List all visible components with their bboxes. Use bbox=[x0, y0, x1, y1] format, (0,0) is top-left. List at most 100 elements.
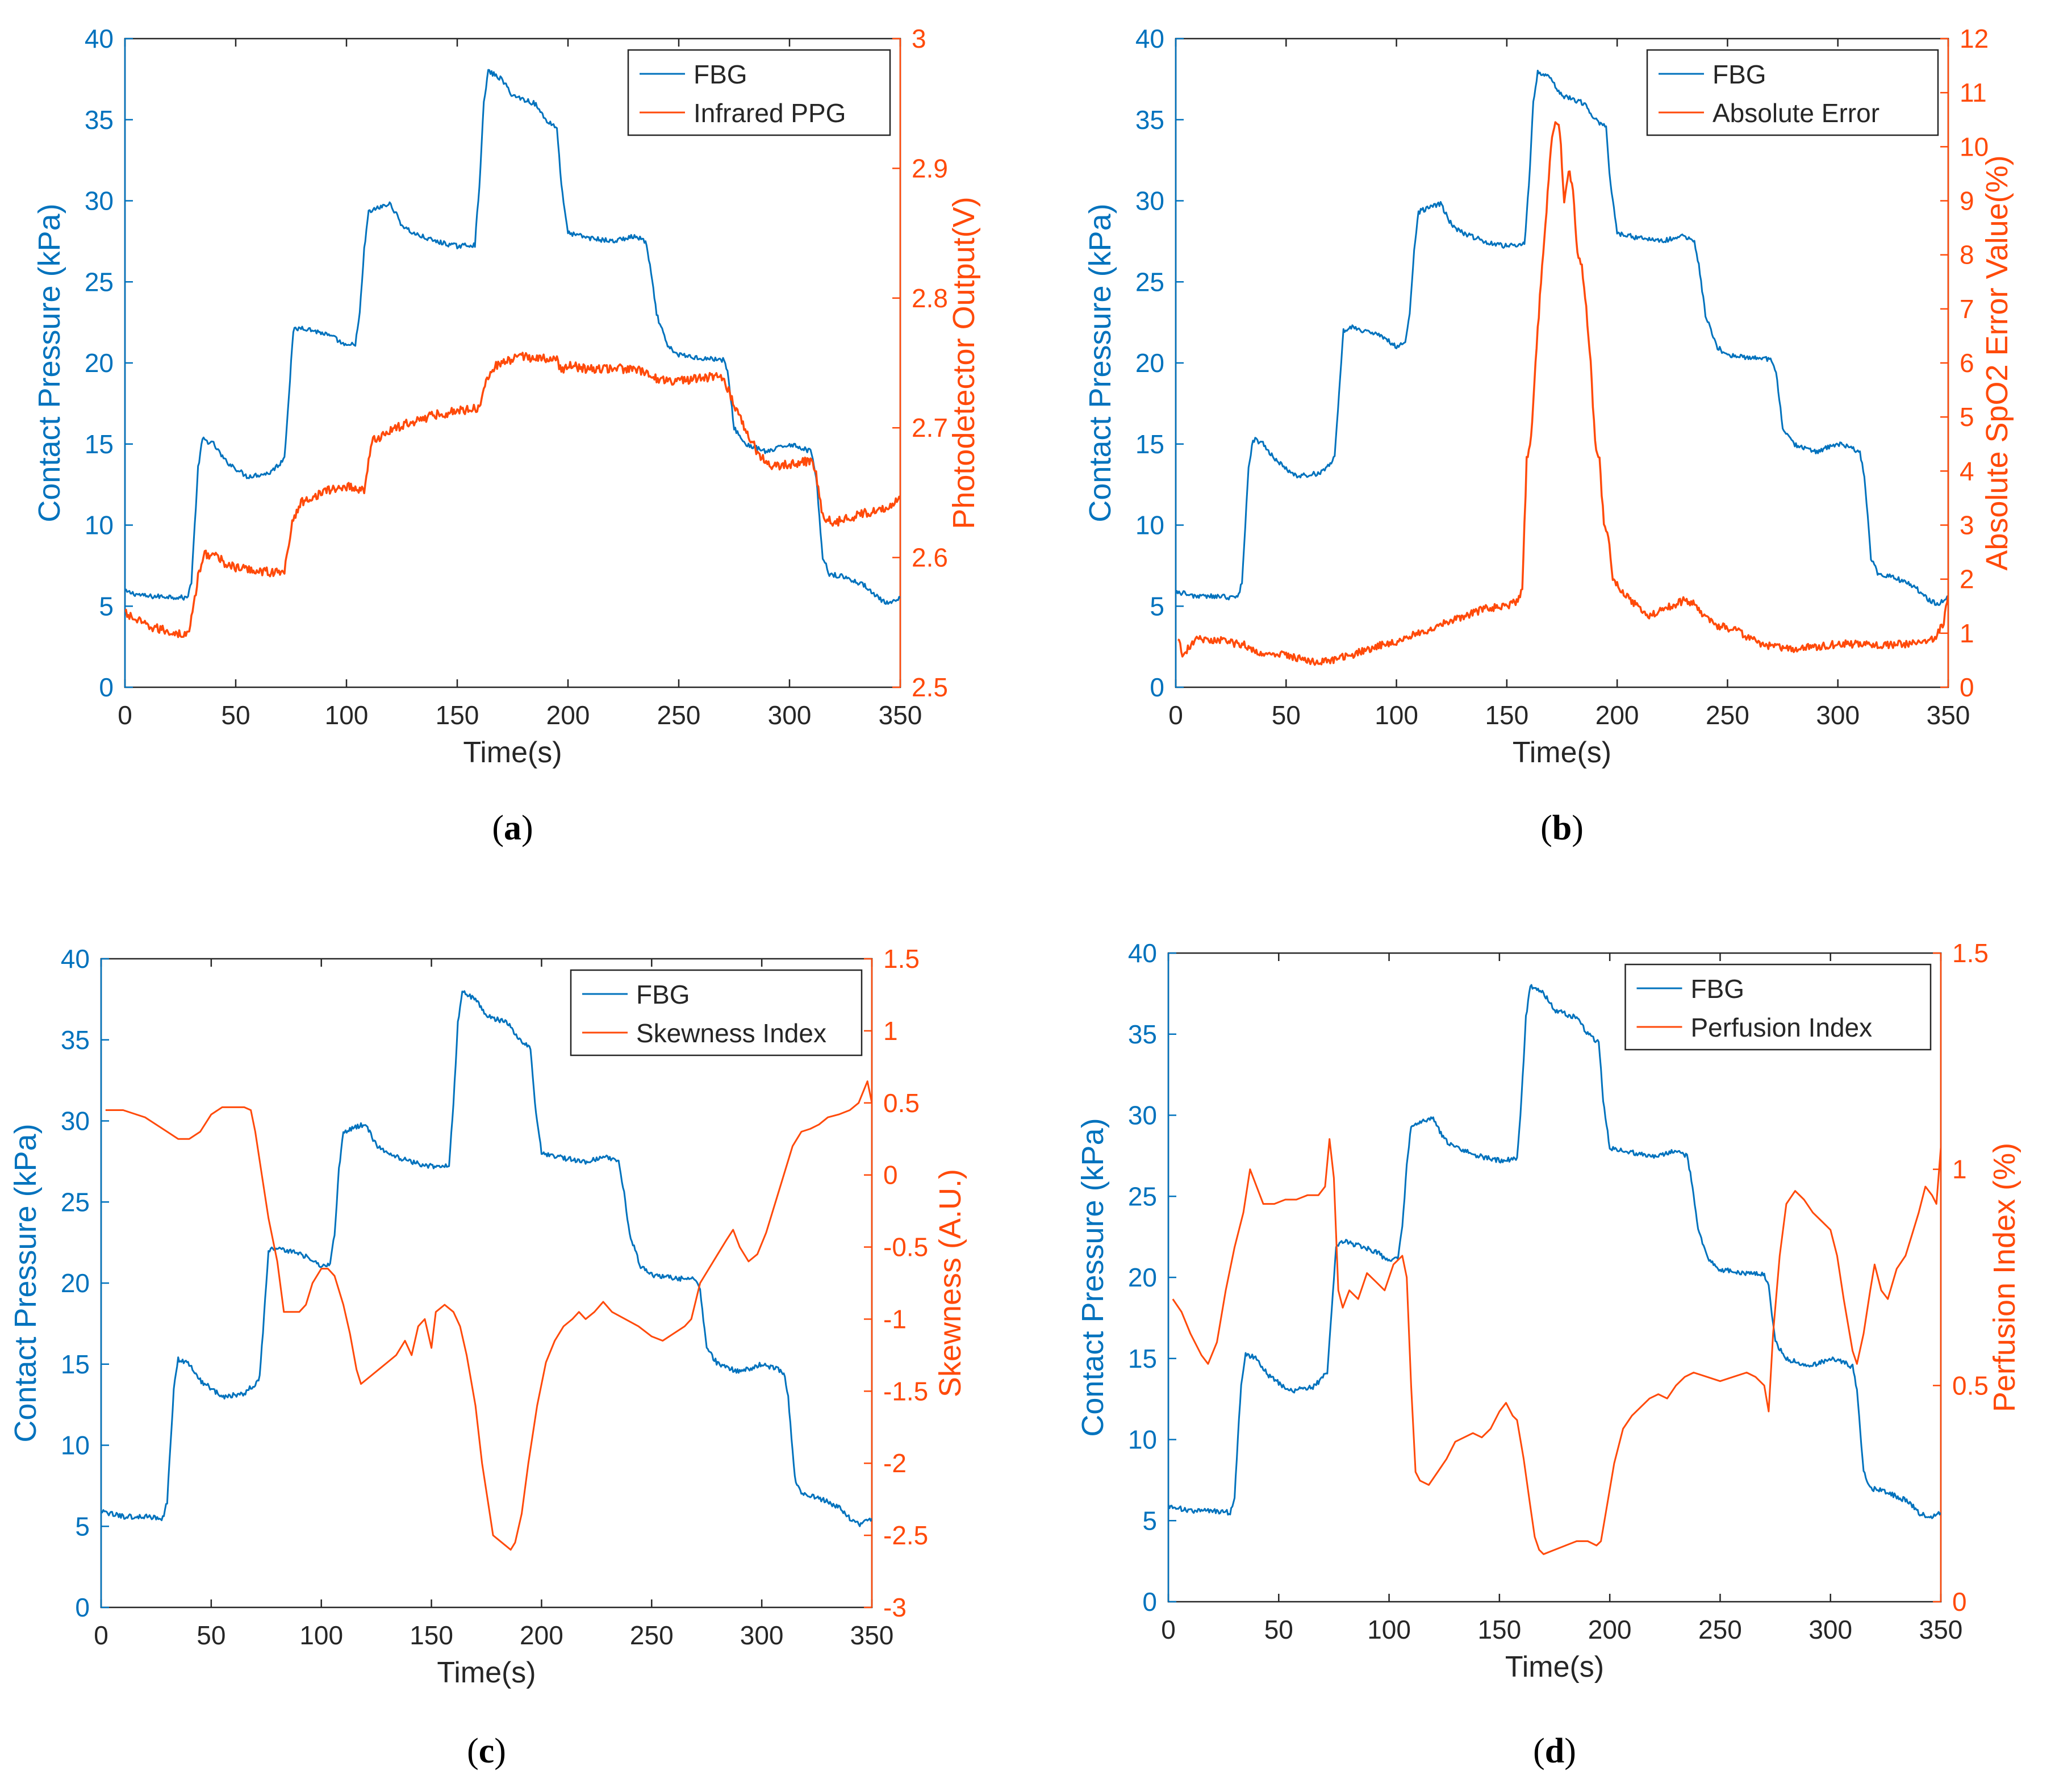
left-y-tick-label: 15 bbox=[1128, 1344, 1157, 1373]
x-tick-label: 100 bbox=[1375, 700, 1418, 730]
x-tick-label: 350 bbox=[850, 1620, 894, 1650]
right-y-tick-label: -0.5 bbox=[883, 1233, 928, 1262]
left-y-tick-label: 40 bbox=[85, 24, 114, 53]
plot-frame bbox=[1175, 37, 1949, 688]
x-tick-label: 200 bbox=[520, 1620, 563, 1650]
left-y-tick-label: 5 bbox=[1142, 1506, 1157, 1535]
right-y-tick-label: 2.8 bbox=[912, 283, 948, 313]
left-y-tick-label: 40 bbox=[1135, 24, 1164, 53]
left-y-tick-label: 25 bbox=[1135, 267, 1164, 296]
right-y-tick-label: 0.5 bbox=[883, 1088, 920, 1118]
left-y-tick-label: 30 bbox=[61, 1106, 90, 1136]
right-y-tick-label: -1.5 bbox=[883, 1376, 928, 1406]
series-line-fbg bbox=[101, 990, 872, 1527]
right-y-tick-label: -2 bbox=[883, 1448, 907, 1478]
right-y-tick-label: 2 bbox=[1960, 565, 1974, 594]
right-y-tick-label: 9 bbox=[1960, 186, 1974, 216]
left-y-tick-label: 15 bbox=[61, 1350, 90, 1379]
x-tick-label: 200 bbox=[546, 700, 590, 730]
chart-panel-a: 0 50 100 150 200 250 300 350 0 5 10 15 20 25 30 35 40 2.5… bbox=[32, 24, 981, 847]
legend-label-absolute-error: Absolute Error bbox=[1712, 98, 1879, 128]
x-tick-label: 350 bbox=[879, 700, 922, 730]
x-tick-label: 50 bbox=[1272, 700, 1301, 730]
right-y-tick-label: 7 bbox=[1960, 294, 1974, 324]
right-y-tick-label: 2.5 bbox=[912, 672, 948, 702]
right-y-tick-label: -2.5 bbox=[883, 1521, 928, 1550]
panel-caption: (c) bbox=[467, 1732, 506, 1770]
legend-box bbox=[1646, 49, 1939, 136]
right-y-tick-label: 3 bbox=[1960, 511, 1974, 540]
left-y-axis-label: Contact Pressure (kPa) bbox=[1076, 1118, 1110, 1436]
left-y-tick-label: 30 bbox=[85, 186, 114, 216]
x-tick-label: 250 bbox=[657, 700, 701, 730]
right-y-axis-label: Absolute SpO2 Error Value(%) bbox=[1980, 155, 2014, 570]
panel-caption: (b) bbox=[1540, 809, 1584, 847]
left-y-tick-label: 5 bbox=[1150, 591, 1164, 621]
left-y-tick-label: 10 bbox=[1135, 511, 1164, 540]
right-y-tick-label: 0.5 bbox=[1952, 1371, 1989, 1400]
left-y-tick-label: 35 bbox=[85, 105, 114, 135]
left-y-tick-label: 25 bbox=[1128, 1181, 1157, 1211]
series-line-skewness-index bbox=[105, 1080, 872, 1551]
right-y-tick-label: 0 bbox=[1960, 672, 1974, 702]
legend-label-fbg: FBG bbox=[1712, 60, 1766, 89]
x-tick-label: 300 bbox=[768, 700, 812, 730]
legend: FBG Absolute Error bbox=[1646, 49, 1939, 136]
series-line-infrared-ppg bbox=[125, 352, 900, 638]
right-y-tick-label: 1.5 bbox=[1952, 938, 1989, 968]
x-axis-label: Time(s) bbox=[463, 736, 562, 769]
left-y-tick-label: 35 bbox=[61, 1025, 90, 1055]
right-y-tick-label: 2.6 bbox=[912, 543, 948, 573]
legend-label-fbg: FBG bbox=[636, 980, 690, 1009]
right-y-tick-label: 1 bbox=[1952, 1155, 1967, 1184]
x-tick-label: 100 bbox=[299, 1620, 343, 1650]
left-y-tick-label: 15 bbox=[1135, 429, 1164, 459]
legend-label-skewness-index: Skewness Index bbox=[636, 1018, 826, 1048]
left-y-tick-label: 10 bbox=[61, 1431, 90, 1460]
x-tick-label: 200 bbox=[1588, 1615, 1632, 1644]
series-line-fbg bbox=[125, 69, 900, 605]
series-line-fbg bbox=[1176, 69, 1948, 606]
x-axis-label: Time(s) bbox=[437, 1656, 536, 1689]
left-y-tick-label: 30 bbox=[1128, 1101, 1157, 1130]
x-tick-label: 250 bbox=[630, 1620, 674, 1650]
legend-box bbox=[1624, 963, 1932, 1051]
left-y-tick-label: 10 bbox=[85, 511, 114, 540]
right-y-axis-label: Perfusion Index (%) bbox=[1987, 1143, 2021, 1412]
right-y-tick-label: 1 bbox=[883, 1016, 898, 1046]
x-tick-label: 0 bbox=[1168, 700, 1183, 730]
x-tick-label: 250 bbox=[1698, 1615, 1742, 1644]
left-y-tick-label: 10 bbox=[1128, 1425, 1157, 1455]
right-y-tick-label: 6 bbox=[1960, 348, 1974, 378]
x-tick-label: 0 bbox=[118, 700, 132, 730]
x-tick-label: 150 bbox=[1477, 1615, 1521, 1644]
x-tick-label: 300 bbox=[1816, 700, 1860, 730]
x-tick-label: 150 bbox=[410, 1620, 453, 1650]
x-tick-label: 100 bbox=[325, 700, 369, 730]
left-y-tick-label: 35 bbox=[1128, 1020, 1157, 1049]
legend: FBG Perfusion Index bbox=[1624, 963, 1932, 1051]
x-tick-label: 300 bbox=[1808, 1615, 1852, 1644]
plot-frame bbox=[1167, 952, 1942, 1603]
series-line-perfusion-index bbox=[1172, 1138, 1941, 1555]
chart-panel-c: 0 50 100 150 200 250 300 3500510152025303540-3-… bbox=[9, 944, 967, 1770]
left-y-tick-label: 30 bbox=[1135, 186, 1164, 216]
left-y-tick-label: 0 bbox=[75, 1593, 90, 1622]
x-tick-label: 300 bbox=[740, 1620, 784, 1650]
x-tick-label: 100 bbox=[1367, 1615, 1411, 1644]
left-y-tick-label: 20 bbox=[61, 1268, 90, 1298]
x-axis-label: Time(s) bbox=[1513, 736, 1611, 769]
legend: FBG Infrared PPG bbox=[627, 49, 891, 136]
x-tick-label: 350 bbox=[1919, 1615, 1963, 1644]
legend-label-fbg: FBG bbox=[694, 60, 747, 89]
legend: FBG Skewness Index bbox=[570, 969, 863, 1056]
x-tick-label: 250 bbox=[1706, 700, 1749, 730]
x-tick-label: 50 bbox=[197, 1620, 225, 1650]
left-y-tick-label: 20 bbox=[1128, 1263, 1157, 1292]
plot-frame bbox=[124, 37, 901, 688]
x-tick-label: 0 bbox=[1161, 1615, 1176, 1644]
right-y-axis-label: Skewness (A.U.) bbox=[933, 1169, 967, 1397]
left-y-tick-label: 0 bbox=[1142, 1587, 1157, 1616]
legend-box bbox=[570, 969, 863, 1056]
left-y-tick-label: 0 bbox=[1150, 672, 1164, 702]
